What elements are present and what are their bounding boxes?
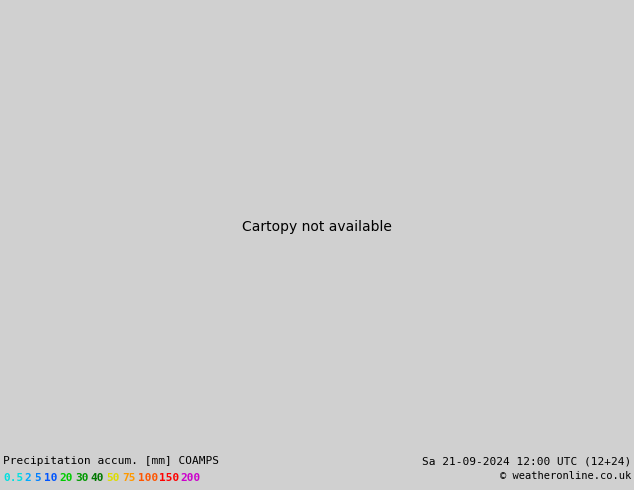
Text: © weatheronline.co.uk: © weatheronline.co.uk [500,470,631,481]
Text: Precipitation accum. [mm] COAMPS: Precipitation accum. [mm] COAMPS [3,456,219,466]
Text: 200: 200 [181,473,200,483]
Text: 40: 40 [91,473,105,483]
Text: 0.5: 0.5 [3,473,23,483]
Text: 30: 30 [75,473,89,483]
Text: 5: 5 [34,473,41,483]
Text: 75: 75 [122,473,136,483]
Text: Sa 21-09-2024 12:00 UTC (12+24): Sa 21-09-2024 12:00 UTC (12+24) [422,456,631,466]
Text: 10: 10 [44,473,58,483]
Text: 2: 2 [24,473,31,483]
Text: 20: 20 [60,473,73,483]
Text: 100: 100 [138,473,158,483]
Text: 150: 150 [159,473,179,483]
Text: 50: 50 [107,473,120,483]
Text: Cartopy not available: Cartopy not available [242,220,392,234]
